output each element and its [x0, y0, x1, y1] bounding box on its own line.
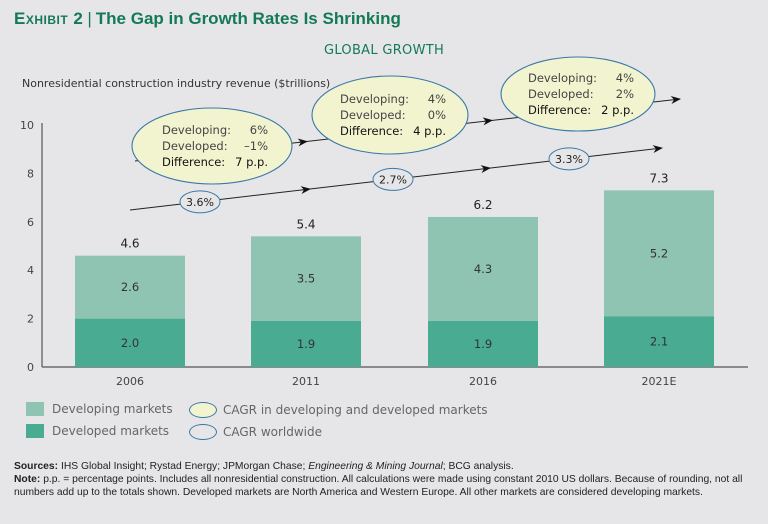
bar-segment-developed	[251, 321, 361, 367]
y-tick-label: 8	[27, 167, 34, 180]
sources-label: Sources:	[14, 461, 59, 472]
y-tick-label: 4	[27, 264, 34, 277]
sources-text: IHS Global Insight; Rystad Energy; JPMor…	[60, 461, 306, 472]
bar-segment-developing	[75, 255, 185, 319]
note-line: Note: p.p. = percentage points. Includes…	[14, 473, 759, 499]
cagr-worldwide-bubble	[372, 167, 414, 191]
cagr-row-label: Developing:	[340, 92, 409, 106]
y-tick-label: 6	[27, 216, 34, 229]
legend-label: CAGR worldwide	[223, 425, 323, 439]
sources-line: Sources: IHS Global Insight; Rystad Ener…	[14, 460, 759, 473]
legend-item-cagr-markets: CAGR in developing and developed markets	[189, 402, 488, 418]
stacked-bar-chart: 0 2 4 6 8 10 2.0 2.6 4.6 2006 1.9 3.5 5.4 2011 1.9 4.3…	[20, 56, 748, 388]
exhibit-label: Exhibit 2	[14, 9, 84, 28]
cagr-row-label: Developed:	[340, 108, 406, 122]
bar-total-label: 6.2	[473, 198, 492, 212]
footnotes: Sources: IHS Global Insight; Rystad Ener…	[14, 460, 759, 499]
legend-swatch-developing	[26, 402, 44, 416]
cagr-markets-bubble: Developing: 4% Developed: 2% Difference: 2 p.…	[500, 56, 656, 132]
cagr-row-value: 4 p.p.	[413, 124, 446, 138]
y-tick-label: 2	[27, 313, 34, 326]
sources-italic: Engineering & Mining Journal	[308, 461, 443, 472]
cagr-markets-bubble: Developing: 6% Developed: –1% Difference: 7 p…	[131, 107, 293, 185]
x-tick-label: 2016	[469, 375, 497, 388]
legend-swatch-developed	[26, 424, 44, 438]
y-tick-label: 0	[27, 361, 34, 374]
bar-value-label: 5.2	[650, 246, 668, 260]
cagr-row-label: Developing:	[528, 71, 597, 85]
bar-total-label: 7.3	[649, 171, 668, 185]
cagr-row-label: Difference:	[162, 155, 225, 169]
bar-value-label: 4.3	[474, 262, 492, 276]
cagr-row-value: 4%	[428, 92, 446, 106]
cagr-worldwide-label: 3.6%	[186, 196, 214, 209]
cagr-row-label: Difference:	[528, 103, 591, 117]
cagr-row-value: –1%	[244, 139, 268, 153]
bar-total-label: 4.6	[120, 237, 139, 251]
bar-value-label: 1.9	[474, 337, 492, 351]
bar-total-label: 5.4	[296, 217, 315, 231]
legend-ellipse-outline-icon	[189, 424, 217, 440]
arrowhead-icon	[297, 138, 308, 147]
cagr-worldwide-bubble	[548, 147, 590, 171]
bar-value-label: 2.1	[650, 335, 668, 349]
bar-segment-developed	[604, 316, 714, 367]
bar-segment-developing	[251, 236, 361, 322]
cagr-worldwide-label: 3.3%	[555, 153, 583, 166]
bar-segment-developed	[75, 318, 185, 367]
exhibit-heading: The Gap in Growth Rates Is Shrinking	[95, 9, 401, 28]
arrowhead-icon	[300, 186, 311, 195]
arrowhead-icon	[482, 117, 493, 126]
cagr-row-value: 2 p.p.	[601, 103, 634, 117]
chart-subtitle: GLOBAL GROWTH	[323, 43, 445, 58]
x-tick-label: 2021E	[642, 375, 677, 388]
note-label: Note:	[14, 474, 41, 485]
bar-segment-developed	[428, 321, 538, 367]
cagr-row-label: Developed:	[528, 87, 594, 101]
bar-value-label: 1.9	[297, 337, 315, 351]
legend-ellipse-filled-icon	[189, 402, 217, 418]
note-text: p.p. = percentage points. Includes all n…	[14, 474, 743, 498]
exhibit-title: Exhibit 2 | The Gap in Growth Rates Is Shr…	[14, 9, 401, 29]
cagr-worldwide-bubble	[179, 190, 221, 214]
cagr-row-value: 6%	[250, 123, 268, 137]
cagr-markets-ellipse	[131, 107, 293, 185]
bar-value-label: 2.6	[121, 280, 139, 294]
cagr-row-value: 2%	[616, 87, 634, 101]
cagr-markets-ellipse	[311, 75, 469, 155]
bar-segment-developing	[428, 216, 538, 322]
legend-item-cagr-worldwide: CAGR worldwide	[189, 424, 322, 440]
legend-label: Developing markets	[52, 402, 173, 416]
cagr-worldwide-label: 2.7%	[379, 173, 407, 186]
bar-value-label: 3.5	[297, 272, 315, 286]
legend-item-developed: Developed markets	[26, 424, 169, 438]
cagr-row-label: Developing:	[162, 123, 231, 137]
cagr-row-value: 4%	[616, 71, 634, 85]
bar-value-label: 2.0	[121, 336, 139, 350]
cagr-markets-ellipse	[500, 56, 656, 132]
cagr-markets-bubble: Developing: 4% Developed: 0% Difference: 4 p.…	[311, 75, 469, 155]
arrowhead-icon	[480, 165, 491, 174]
y-tick-label: 10	[20, 119, 34, 132]
bar-segment-developing	[604, 190, 714, 317]
legend-item-developing: Developing markets	[26, 402, 173, 416]
legend-label: CAGR in developing and developed markets	[223, 403, 488, 417]
legend-label: Developed markets	[52, 424, 170, 438]
cagr-row-value: 7 p.p.	[235, 155, 268, 169]
cagr-row-value: 0%	[428, 108, 446, 122]
cagr-row-label: Developed:	[162, 139, 228, 153]
x-tick-label: 2006	[116, 375, 144, 388]
title-separator: |	[87, 9, 92, 28]
sources-tail: ; BCG analysis.	[442, 461, 514, 472]
x-tick-label: 2011	[292, 375, 320, 388]
cagr-row-label: Difference:	[340, 124, 403, 138]
y-axis-label: Nonresidential construction industry rev…	[22, 77, 331, 90]
